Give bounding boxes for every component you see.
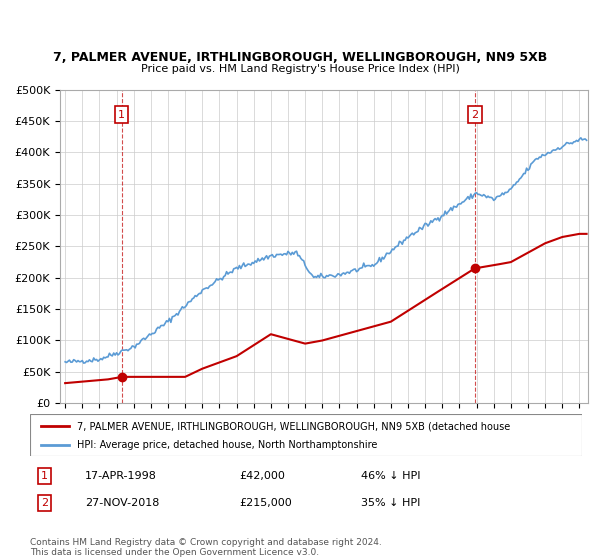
FancyBboxPatch shape: [30, 414, 582, 456]
Text: Price paid vs. HM Land Registry's House Price Index (HPI): Price paid vs. HM Land Registry's House …: [140, 64, 460, 74]
Text: 35% ↓ HPI: 35% ↓ HPI: [361, 498, 421, 508]
Text: 7, PALMER AVENUE, IRTHLINGBOROUGH, WELLINGBOROUGH, NN9 5XB (detached house: 7, PALMER AVENUE, IRTHLINGBOROUGH, WELLI…: [77, 421, 510, 431]
Text: 1: 1: [41, 471, 48, 481]
Text: 2: 2: [41, 498, 48, 508]
Text: £42,000: £42,000: [240, 471, 286, 481]
Text: 46% ↓ HPI: 46% ↓ HPI: [361, 471, 421, 481]
Text: 1: 1: [118, 110, 125, 120]
Text: 7, PALMER AVENUE, IRTHLINGBOROUGH, WELLINGBOROUGH, NN9 5XB: 7, PALMER AVENUE, IRTHLINGBOROUGH, WELLI…: [53, 52, 547, 64]
Text: £215,000: £215,000: [240, 498, 293, 508]
Text: 2: 2: [472, 110, 479, 120]
Text: Contains HM Land Registry data © Crown copyright and database right 2024.
This d: Contains HM Land Registry data © Crown c…: [30, 538, 382, 557]
Text: 27-NOV-2018: 27-NOV-2018: [85, 498, 160, 508]
Text: 17-APR-1998: 17-APR-1998: [85, 471, 157, 481]
Text: HPI: Average price, detached house, North Northamptonshire: HPI: Average price, detached house, Nort…: [77, 440, 377, 450]
